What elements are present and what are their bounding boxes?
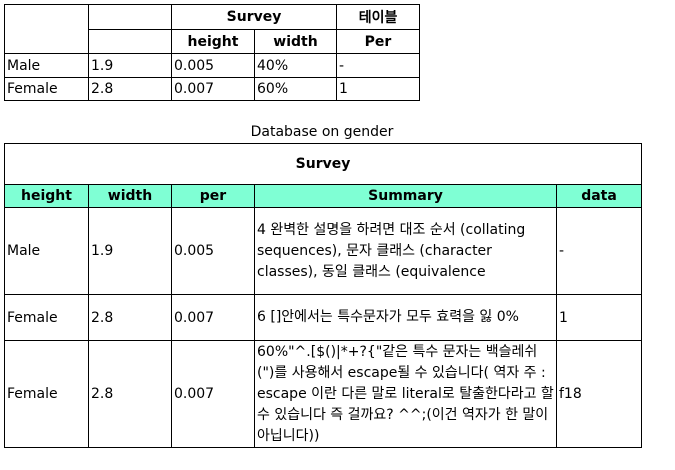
cell: 2.8 xyxy=(88,294,172,341)
summary-cell: 6 []안에서는 특수문자가 모두 효력을 잃 0% xyxy=(254,294,557,341)
table-caption: Database on gender xyxy=(250,124,394,140)
row-label: Male xyxy=(4,207,89,295)
summary-cell: 60%"^.[$()|*+?{"같은 특수 문자는 백슬레쉬(")를 사용해서 … xyxy=(254,340,557,448)
gender-summary-table: Survey 테이블 height width Per Male 1.9 0.0… xyxy=(4,4,421,101)
cell: 2.8 xyxy=(88,340,172,448)
cell: 0.005 xyxy=(171,207,255,295)
row-label: Male xyxy=(4,53,89,78)
cell: - xyxy=(555,207,643,295)
table-row: Female 2.8 0.007 60% 1 xyxy=(4,77,421,101)
column-header-data: data xyxy=(555,184,643,208)
column-header-per: per xyxy=(171,184,255,208)
table-row: Male 1.9 0.005 40% - xyxy=(4,53,421,78)
cell: - xyxy=(336,53,421,78)
cell: 2.8 xyxy=(88,77,172,101)
subheader-height: height xyxy=(171,29,255,54)
column-header-summary: Summary xyxy=(254,184,557,208)
subheader-width: width xyxy=(253,29,338,54)
row-label: Female xyxy=(4,77,89,101)
corner-cell xyxy=(4,4,89,54)
cell: 1 xyxy=(555,294,643,341)
subheader-per: Per xyxy=(336,29,421,54)
blank-cell xyxy=(88,29,172,54)
summary-cell: 4 완벽한 설명을 하려면 대조 순서 (collating sequences… xyxy=(254,207,557,295)
table-title: Survey xyxy=(3,143,643,185)
cell: 1.9 xyxy=(88,207,172,295)
survey-detail-table: Survey height width per Summary data Mal… xyxy=(3,143,643,448)
table-row: Female 2.8 0.007 60%"^.[$()|*+?{"같은 특수 문… xyxy=(4,340,643,448)
cell: 0.007 xyxy=(171,340,255,448)
row-label: Female xyxy=(4,340,89,448)
cell: 0.007 xyxy=(171,77,255,101)
cell: 0.007 xyxy=(171,294,255,341)
column-header-height: height xyxy=(4,184,89,208)
group-header-survey: Survey xyxy=(170,4,338,30)
blank-cell xyxy=(88,4,172,30)
cell: 40% xyxy=(253,53,338,78)
cell: 60% xyxy=(253,77,338,101)
cell: 1.9 xyxy=(88,53,172,78)
group-header-table: 테이블 xyxy=(336,4,421,30)
cell: 1 xyxy=(336,77,421,101)
table-row: Female 2.8 0.007 6 []안에서는 특수문자가 모두 효력을 잃… xyxy=(4,294,643,341)
cell: f18 xyxy=(555,340,643,448)
row-label: Female xyxy=(4,294,89,341)
column-header-width: width xyxy=(88,184,172,208)
cell: 0.005 xyxy=(171,53,255,78)
table-row: Male 1.9 0.005 4 완벽한 설명을 하려면 대조 순서 (coll… xyxy=(4,207,643,295)
